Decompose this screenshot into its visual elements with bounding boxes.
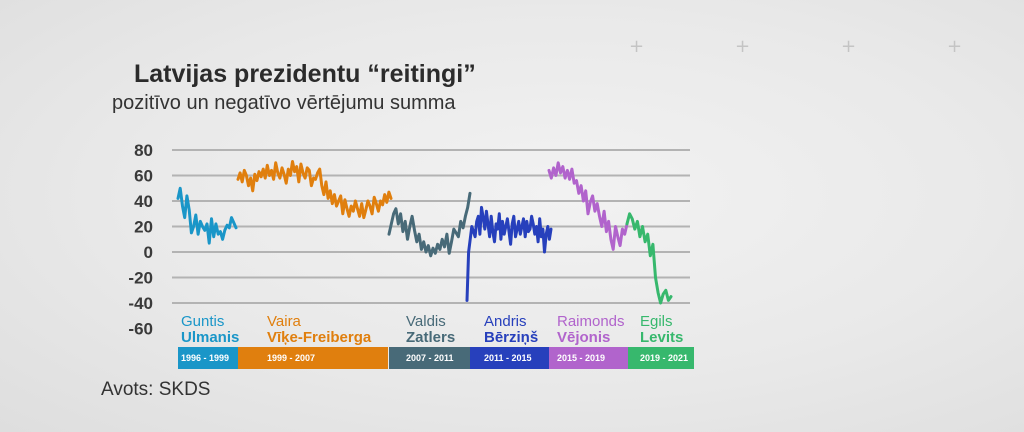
decor-plus-icon: + (841, 36, 857, 57)
term-period-label: 2007 - 2011 (406, 353, 454, 363)
term-period-label: 2015 - 2019 (557, 353, 605, 363)
y-tick-label: 60 (134, 167, 153, 186)
president-last-name: Bērziņš (484, 329, 538, 346)
term-bars: 1996 - 1999 1999 - 2007 2007 - 2011 2011 - … (178, 347, 694, 369)
president-first-name: Valdis (406, 313, 446, 330)
president-first-name: Egils (640, 313, 673, 330)
series-line-ulmanis (176, 186, 238, 245)
decor-plus-icon: + (629, 36, 645, 57)
y-tick-label: -20 (128, 269, 153, 288)
president-last-name: Zatlers (406, 329, 455, 346)
y-tick-label: -60 (128, 320, 153, 339)
series-line-vīķe-freiberga (236, 160, 393, 220)
term-bar (549, 347, 628, 369)
president-first-name: Guntis (181, 313, 224, 330)
term-bar (389, 347, 470, 369)
y-tick-label: -40 (128, 294, 153, 313)
president-first-name: Raimonds (557, 313, 625, 330)
series-line-vējonis (547, 161, 629, 251)
term-period-label: 2011 - 2015 (484, 353, 532, 363)
chart-subtitle: pozitīvo un negatīvo vērtējumu summa (112, 92, 456, 114)
source-note: Avots: SKDS (101, 379, 211, 400)
term-period-label: 2019 - 2021 (640, 353, 688, 363)
series-layer (176, 160, 673, 305)
term-bar (628, 347, 694, 369)
decor-plus-icon: + (947, 36, 963, 57)
president-last-name: Vīķe-Freiberga (267, 329, 372, 346)
y-axis: 80 60 40 20 0 -20 -40 -60 (128, 141, 153, 339)
term-bar (178, 347, 238, 369)
term-period-label: 1996 - 1999 (181, 353, 229, 363)
term-bar (238, 347, 388, 369)
term-period-label: 1999 - 2007 (267, 353, 315, 363)
y-tick-label: 40 (134, 192, 153, 211)
series-line-levits (625, 212, 673, 305)
president-first-name: Andris (484, 313, 527, 330)
y-tick-label: 0 (144, 243, 153, 262)
president-last-name: Levits (640, 329, 683, 346)
y-tick-label: 80 (134, 141, 153, 160)
grid-layer (172, 149, 690, 304)
term-bar (470, 347, 549, 369)
president-last-name: Vējonis (557, 329, 610, 346)
decor-plus-icon: + (735, 36, 751, 57)
series-line-bērziņš (465, 205, 553, 302)
president-first-name: Vaira (267, 313, 302, 330)
chart-title: Latvijas prezidentu “reitingi” (134, 60, 476, 88)
president-last-name: Ulmanis (181, 329, 239, 346)
series-line-zatlers (387, 191, 472, 258)
y-tick-label: 20 (134, 218, 153, 237)
